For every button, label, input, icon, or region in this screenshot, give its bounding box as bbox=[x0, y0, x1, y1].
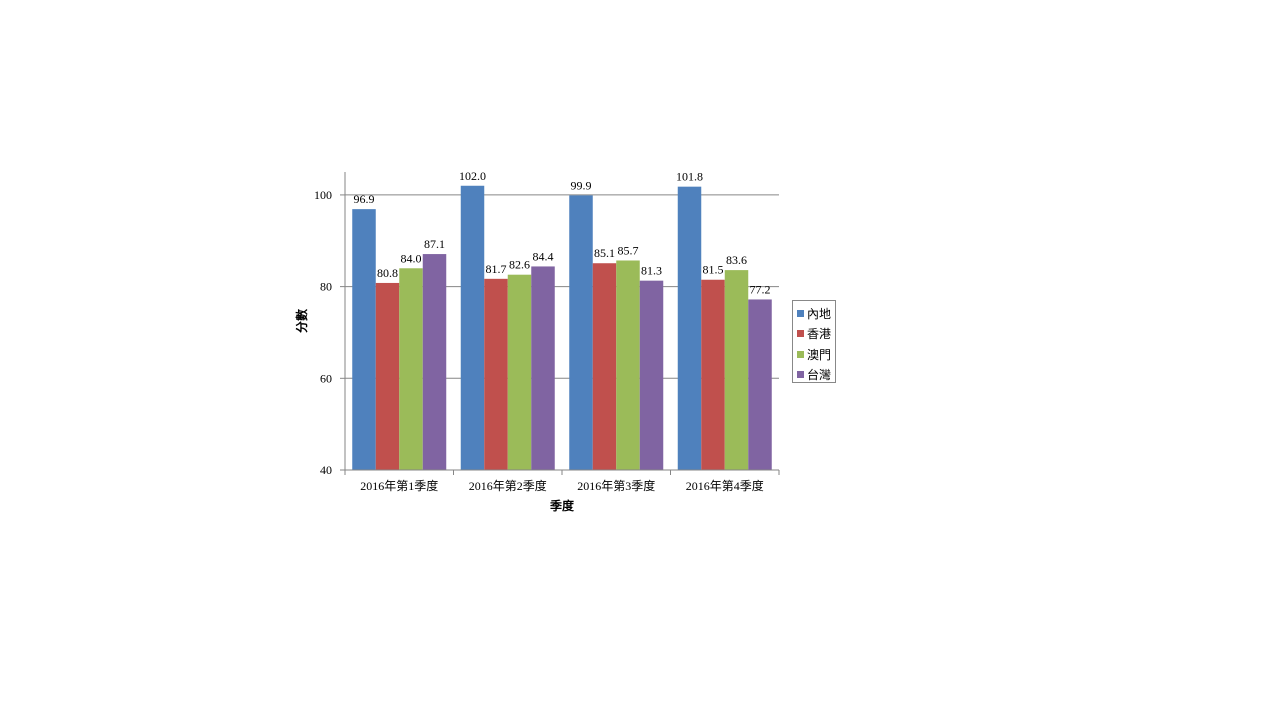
data-label-0-1: 80.8 bbox=[377, 266, 398, 280]
bar-3-3 bbox=[748, 299, 772, 470]
x-tick-label-2: 2016年第3季度 bbox=[577, 478, 655, 493]
legend-item-0: 內地 bbox=[797, 303, 835, 324]
data-label-1-0: 102.0 bbox=[459, 169, 486, 183]
data-label-2-0: 99.9 bbox=[571, 178, 592, 192]
legend-label-2: 澳門 bbox=[807, 347, 832, 362]
legend-item-3: 台灣 bbox=[797, 365, 835, 386]
x-tick-label-0: 2016年第1季度 bbox=[360, 478, 438, 493]
y-tick-label-0: 40 bbox=[320, 463, 332, 477]
data-label-2-2: 85.7 bbox=[618, 243, 639, 257]
legend-swatch-3 bbox=[797, 371, 804, 379]
bar-2-3 bbox=[639, 280, 664, 470]
y-tick-label-1: 60 bbox=[320, 371, 332, 385]
bar-0-1 bbox=[375, 282, 400, 470]
data-label-3-2: 83.6 bbox=[726, 253, 747, 267]
x-tick-label-3: 2016年第4季度 bbox=[686, 478, 764, 493]
x-tick-label-1: 2016年第2季度 bbox=[469, 478, 547, 493]
legend-label-3: 台灣 bbox=[807, 368, 832, 383]
legend-label-1: 香港 bbox=[807, 327, 832, 342]
legend-item-1: 香港 bbox=[797, 324, 835, 345]
legend-swatch-0 bbox=[797, 309, 804, 317]
data-label-2-1: 85.1 bbox=[594, 246, 615, 260]
bar-3-1 bbox=[701, 279, 725, 470]
data-label-1-1: 81.7 bbox=[486, 262, 507, 276]
legend: 內地 香港 澳門 台灣 bbox=[792, 300, 836, 383]
data-label-3-1: 81.5 bbox=[703, 263, 724, 277]
bar-0-3 bbox=[422, 254, 447, 470]
legend-swatch-2 bbox=[797, 350, 804, 358]
bar-3-2 bbox=[724, 270, 749, 470]
data-label-0-0: 96.9 bbox=[354, 192, 375, 206]
bar-0-0 bbox=[352, 209, 376, 471]
bar-0-2 bbox=[399, 268, 423, 470]
x-axis-title: 季度 bbox=[549, 498, 575, 513]
bar-1-0 bbox=[460, 185, 485, 470]
data-label-1-2: 82.6 bbox=[509, 258, 530, 272]
data-label-3-3: 77.2 bbox=[750, 282, 771, 296]
bar-1-3 bbox=[531, 266, 555, 470]
data-label-0-3: 87.1 bbox=[424, 237, 445, 251]
bar-1-1 bbox=[484, 278, 508, 470]
data-label-2-3: 81.3 bbox=[641, 264, 662, 278]
legend-item-2: 澳門 bbox=[797, 344, 835, 365]
bar-1-2 bbox=[507, 274, 532, 470]
y-axis-title: 分數 bbox=[294, 309, 309, 333]
data-label-0-2: 84.0 bbox=[401, 251, 422, 265]
legend-swatch-1 bbox=[797, 330, 804, 338]
bar-2-1 bbox=[592, 263, 617, 470]
data-label-1-3: 84.4 bbox=[533, 249, 554, 263]
y-tick-label-3: 100 bbox=[314, 188, 332, 202]
bar-3-0 bbox=[677, 186, 702, 470]
y-tick-label-2: 80 bbox=[320, 280, 332, 294]
data-label-3-0: 101.8 bbox=[676, 170, 703, 184]
bar-2-0 bbox=[569, 195, 593, 471]
bar-2-2 bbox=[616, 260, 640, 470]
legend-label-0: 內地 bbox=[807, 306, 832, 321]
